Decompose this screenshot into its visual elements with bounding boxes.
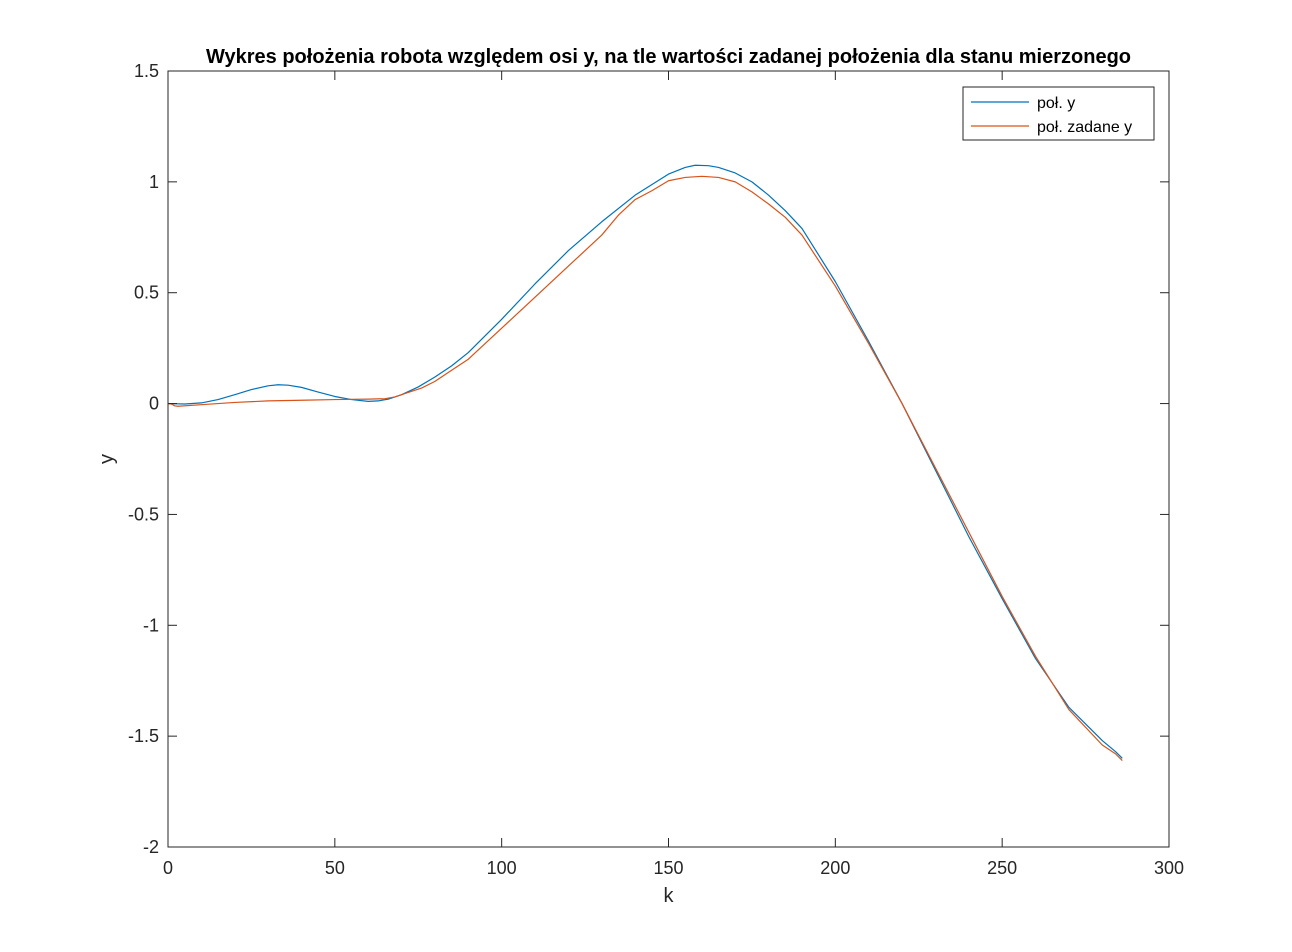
plot-area [168,71,1169,847]
legend-box [962,86,1155,141]
x-axis-label: k [664,885,675,907]
y-tick-label: -1 [143,615,159,635]
x-tick-label: 100 [487,858,517,878]
y-tick-label: -1.5 [128,726,159,746]
legend-label: poł. zadane y [1037,119,1132,136]
x-tick-label: 250 [987,858,1017,878]
chart-title: Wykres położenia robota względem osi y, … [206,46,1131,68]
x-tick-label: 0 [163,858,173,878]
series-line-1 [167,175,1123,761]
ticks-layer: 0 50 100 150 200 250 300 -2 -1.5 -1 -0.5 0 0.5 1 1.5 [128,61,1184,878]
y-tick-label: -2 [143,837,159,857]
series-layer [167,164,1123,761]
x-tick-label: 300 [1154,858,1184,878]
y-tick-label: 1.5 [134,61,159,81]
legend: poł. y poł. zadane y [962,86,1155,141]
legend-label: poł. y [1037,95,1075,112]
y-tick-label: 1 [149,172,159,192]
y-tick-label: 0.5 [134,283,159,303]
x-tick-label: 50 [325,858,345,878]
x-tick-label: 150 [653,858,683,878]
y-tick-label: 0 [149,394,159,414]
y-axis-label: y [96,454,118,464]
y-tick-label: -0.5 [128,504,159,524]
x-tick-label: 200 [820,858,850,878]
